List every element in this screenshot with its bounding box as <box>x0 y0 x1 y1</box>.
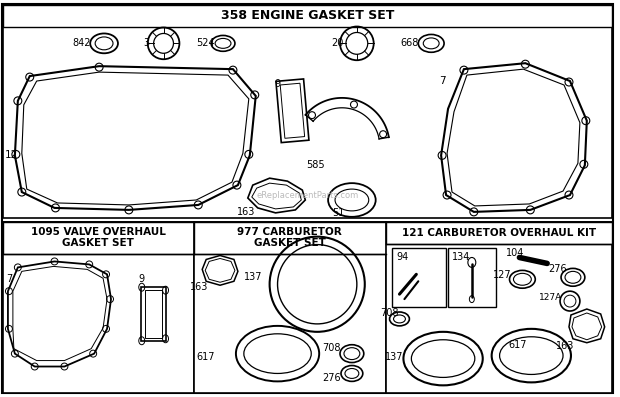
Text: 163: 163 <box>190 282 208 292</box>
Bar <box>448 248 495 307</box>
Bar <box>194 222 386 254</box>
Bar <box>386 222 611 393</box>
Text: 1095 VALVE OVERHAUL: 1095 VALVE OVERHAUL <box>31 227 166 237</box>
Text: 12: 12 <box>6 150 19 160</box>
Text: 585: 585 <box>306 160 324 170</box>
Text: 51: 51 <box>332 208 344 218</box>
Text: 842: 842 <box>72 39 91 48</box>
Bar <box>392 248 446 307</box>
Text: 524: 524 <box>196 39 215 48</box>
Text: 163: 163 <box>556 341 574 351</box>
Text: 708: 708 <box>322 343 340 353</box>
Bar <box>3 222 194 254</box>
Text: 7: 7 <box>6 274 12 284</box>
Text: 163: 163 <box>237 207 255 217</box>
Bar <box>3 222 194 393</box>
Text: 9: 9 <box>139 274 145 284</box>
Text: 121 CARBURETOR OVERHAUL KIT: 121 CARBURETOR OVERHAUL KIT <box>402 228 596 238</box>
Text: 668: 668 <box>400 39 419 48</box>
Text: 708: 708 <box>380 308 399 318</box>
Text: 104: 104 <box>507 247 525 258</box>
Text: 276: 276 <box>322 374 340 384</box>
Text: 7: 7 <box>439 76 445 86</box>
Text: 276: 276 <box>548 264 567 274</box>
Text: 9: 9 <box>275 79 281 89</box>
Text: 977 CARBURETOR: 977 CARBURETOR <box>237 227 342 237</box>
Text: 617: 617 <box>508 340 526 350</box>
Text: 127: 127 <box>494 270 512 280</box>
Text: 137: 137 <box>244 272 262 282</box>
Text: GASKET SET: GASKET SET <box>254 238 326 248</box>
Bar <box>3 5 611 218</box>
Text: 617: 617 <box>196 352 215 362</box>
Text: 3: 3 <box>144 39 150 48</box>
Text: 94: 94 <box>397 252 409 262</box>
Text: GASKET SET: GASKET SET <box>62 238 134 248</box>
Bar <box>386 222 611 244</box>
Text: 20: 20 <box>331 39 343 48</box>
Bar <box>3 5 611 27</box>
Text: 127A: 127A <box>539 293 562 302</box>
Text: 358 ENGINE GASKET SET: 358 ENGINE GASKET SET <box>221 9 394 22</box>
Text: 137: 137 <box>385 352 404 362</box>
Bar <box>194 222 386 393</box>
Text: 134: 134 <box>452 252 471 262</box>
Text: eReplacementParts.com: eReplacementParts.com <box>256 191 358 200</box>
